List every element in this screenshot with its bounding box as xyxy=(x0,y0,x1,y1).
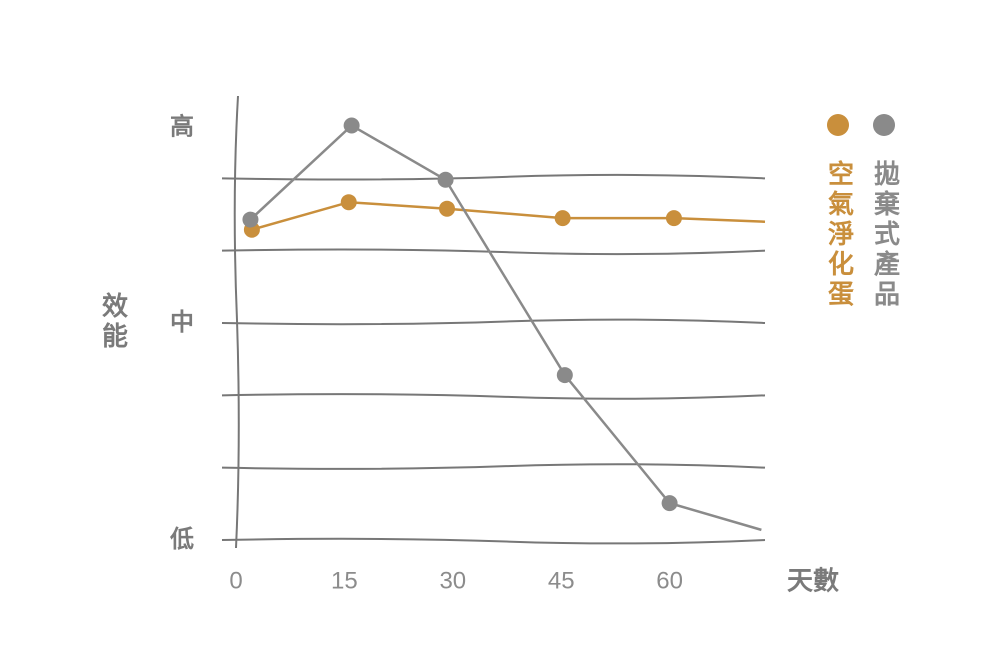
point xyxy=(665,210,682,227)
x-tick-label: 15 xyxy=(331,567,358,594)
y-axis xyxy=(233,95,240,549)
legend-label: 空氣淨化蛋 xyxy=(824,159,854,310)
x-tick-label: 30 xyxy=(439,567,466,594)
grid-line xyxy=(221,173,766,181)
point xyxy=(439,200,456,217)
y-tick-label: 低 xyxy=(169,525,194,553)
point xyxy=(340,194,357,211)
point xyxy=(554,210,571,227)
legend-label: 拋棄式產品 xyxy=(870,160,900,310)
point xyxy=(343,117,360,134)
grid-line xyxy=(221,463,766,470)
point xyxy=(556,367,573,384)
legend-marker xyxy=(873,114,895,136)
x-tick-label: 0 xyxy=(229,567,242,594)
legend-marker xyxy=(827,114,849,136)
point xyxy=(661,495,678,512)
y-tick-label: 高 xyxy=(170,113,194,141)
grid-line xyxy=(221,248,766,256)
series-line xyxy=(249,123,762,532)
y-tick-label: 中 xyxy=(170,308,194,336)
grid-line xyxy=(221,318,766,326)
series-line xyxy=(251,200,766,231)
point xyxy=(437,171,454,188)
point xyxy=(242,211,259,228)
x-tick-label: 60 xyxy=(656,567,683,594)
x-axis-label: 天數 xyxy=(787,567,839,597)
x-tick-label: 45 xyxy=(548,567,575,594)
grid-line xyxy=(221,537,766,545)
grid-line xyxy=(221,393,766,400)
y-axis-label: 效能 xyxy=(98,291,128,352)
